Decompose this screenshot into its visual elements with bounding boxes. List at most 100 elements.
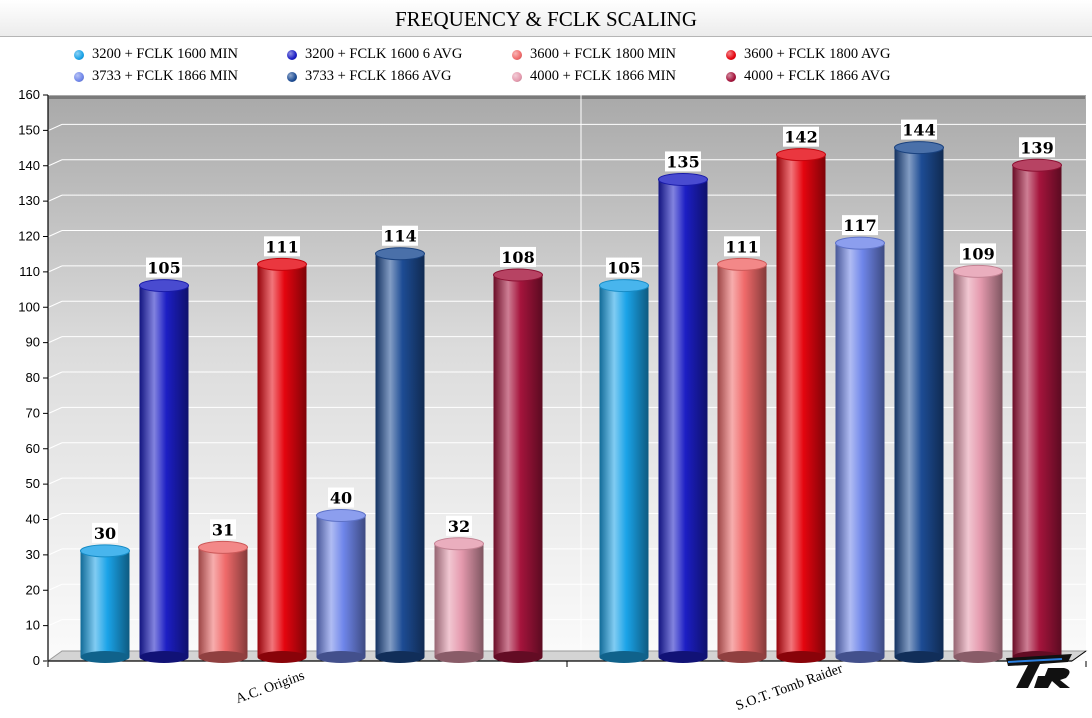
value-label-bg — [724, 236, 760, 257]
legend-swatch — [287, 71, 297, 82]
legend-item: 3600 + FCLK 1800 MIN — [512, 46, 676, 63]
bar-cap — [776, 148, 826, 162]
bar — [493, 274, 543, 657]
bar-cap — [599, 279, 649, 293]
y-tick-label: 130 — [18, 193, 40, 208]
legend: 3200 + FCLK 1600 MIN 3200 + FCLK 1600 6 A… — [0, 42, 1092, 90]
bar — [139, 285, 189, 657]
value-label-bg — [665, 151, 701, 172]
y-tick-label: 110 — [19, 264, 40, 279]
y-tick-label: 90 — [26, 335, 40, 350]
value-label-bg — [1019, 137, 1055, 158]
bar-cap — [658, 172, 708, 186]
value-label: 111 — [725, 237, 758, 256]
bar-cap — [80, 544, 130, 558]
legend-label: 3200 + FCLK 1600 MIN — [92, 46, 238, 62]
bar-cap — [717, 257, 767, 271]
bar-cap — [257, 257, 307, 271]
bar — [198, 547, 248, 657]
legend-label: 3200 + FCLK 1600 6 AVG — [305, 46, 463, 62]
bar — [599, 285, 649, 657]
value-label: 105 — [607, 259, 640, 278]
y-tick-label: 80 — [26, 370, 40, 385]
value-label-bg — [264, 236, 300, 257]
legend-swatch — [726, 49, 736, 60]
legend-item: 3600 + FCLK 1800 AVG — [726, 46, 891, 63]
legend-label: 3733 + FCLK 1866 AVG — [305, 68, 452, 84]
value-label: 108 — [501, 248, 534, 267]
y-tick-label: 10 — [26, 618, 40, 633]
value-label: 135 — [666, 152, 699, 171]
value-label: 111 — [265, 237, 298, 256]
bar-cap — [1012, 158, 1062, 172]
value-label: 144 — [902, 121, 935, 140]
bar — [1012, 165, 1062, 657]
legend-swatch — [512, 71, 522, 82]
value-label-bg — [960, 243, 996, 264]
bar — [316, 515, 366, 657]
value-label: 30 — [94, 524, 116, 543]
y-tick-label: 120 — [18, 229, 40, 244]
value-label-bg — [446, 515, 472, 536]
value-label: 31 — [212, 520, 234, 539]
value-label-bg — [210, 519, 236, 540]
legend-label: 4000 + FCLK 1866 MIN — [530, 68, 676, 84]
value-label: 109 — [961, 244, 994, 263]
value-label: 32 — [448, 517, 470, 536]
legend-label: 4000 + FCLK 1866 AVG — [744, 68, 891, 84]
bar-cap — [375, 247, 425, 261]
bar-cap — [894, 141, 944, 155]
bar — [80, 550, 130, 657]
y-tick-label: 160 — [18, 87, 40, 102]
tkr-logo — [1006, 654, 1072, 688]
legend-item: 4000 + FCLK 1866 AVG — [726, 68, 891, 85]
bar-cap — [835, 236, 885, 250]
legend-swatch — [512, 49, 522, 60]
value-label: 117 — [843, 216, 876, 235]
value-label-bg — [606, 257, 642, 278]
y-tick-label: 60 — [26, 441, 40, 456]
value-label: 139 — [1020, 138, 1053, 157]
bar — [776, 154, 826, 658]
category-label: S.O.T. Tomb Raider — [734, 661, 845, 714]
value-label-bg — [500, 246, 536, 267]
value-label-bg — [901, 119, 937, 140]
legend-item: 3200 + FCLK 1600 MIN — [74, 46, 238, 63]
y-tick-label: 70 — [26, 405, 40, 420]
category-label: A.C. Origins — [234, 668, 307, 707]
value-label-bg — [842, 215, 878, 236]
y-tick-label: 30 — [26, 547, 40, 562]
legend-label: 3733 + FCLK 1866 MIN — [92, 68, 238, 84]
chart-title: FREQUENCY & FCLK SCALING — [0, 0, 1092, 37]
value-label: 142 — [784, 128, 817, 147]
legend-swatch — [74, 49, 84, 60]
legend-swatch — [726, 71, 736, 82]
y-tick-label: 40 — [26, 512, 40, 527]
value-label-bg — [146, 257, 182, 278]
bar — [434, 543, 484, 657]
value-label-bg — [328, 487, 354, 508]
y-tick-label: 20 — [26, 582, 40, 597]
y-tick-label: 0 — [33, 653, 40, 668]
y-tick-label: 50 — [26, 476, 40, 491]
legend-swatch — [74, 71, 84, 82]
bar-cap — [953, 264, 1003, 278]
legend-item: 3733 + FCLK 1866 MIN — [74, 68, 238, 85]
value-label-bg — [783, 126, 819, 147]
value-label: 105 — [147, 259, 180, 278]
value-label: 114 — [383, 227, 416, 246]
legend-label: 3600 + FCLK 1800 MIN — [530, 46, 676, 62]
value-label-bg — [92, 522, 118, 543]
legend-item: 3200 + FCLK 1600 6 AVG — [287, 46, 462, 63]
legend-item: 4000 + FCLK 1866 MIN — [512, 68, 676, 85]
bar-cap — [316, 509, 366, 522]
bar-cap — [493, 268, 543, 282]
legend-label: 3600 + FCLK 1800 AVG — [744, 46, 891, 62]
bar — [953, 271, 1003, 657]
bar — [257, 264, 307, 657]
value-label-bg — [382, 225, 418, 246]
y-tick-label: 100 — [18, 299, 40, 314]
bar — [717, 264, 767, 657]
bar — [835, 243, 885, 658]
